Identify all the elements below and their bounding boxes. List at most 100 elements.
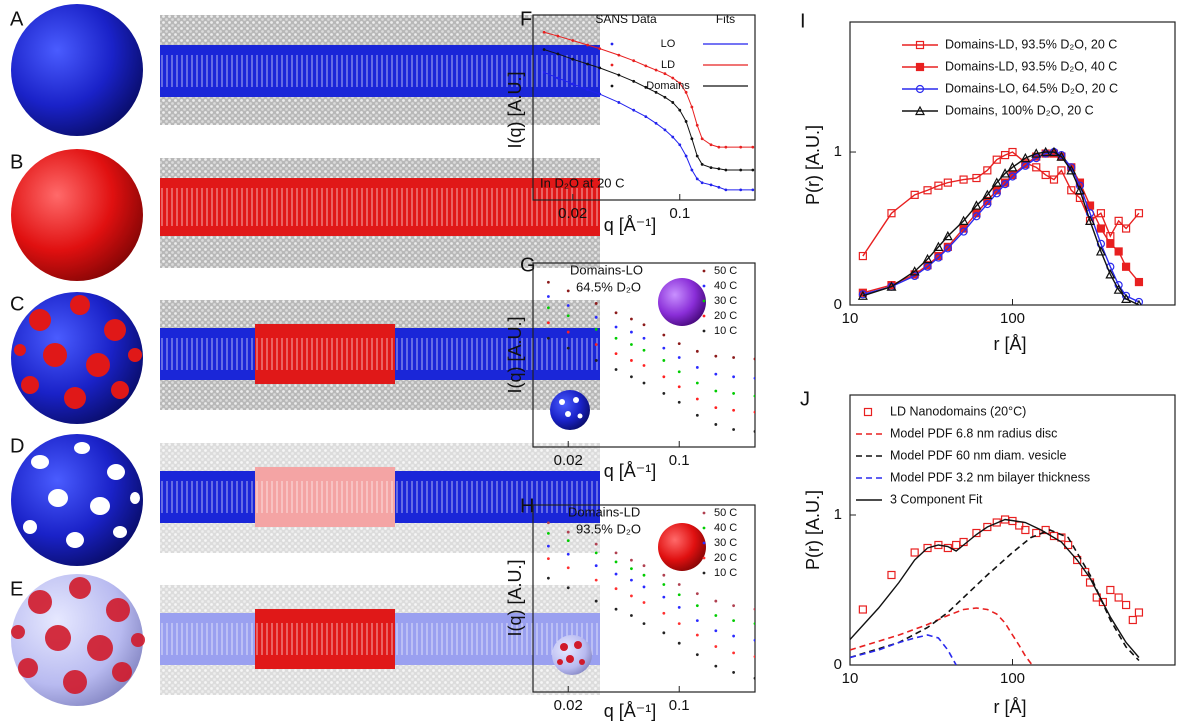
data-line: [862, 151, 1140, 303]
legend-swatch: [702, 284, 706, 288]
data-point: [751, 145, 755, 149]
legend-label: 50 C: [714, 507, 737, 519]
legend-swatch: [702, 511, 706, 515]
data-point: [630, 567, 633, 571]
plot-data: [542, 30, 755, 192]
data-point: [1134, 277, 1144, 287]
data-point: [594, 343, 598, 346]
annotation: 64.5% D₂O: [576, 279, 641, 294]
legend-swatch: [915, 40, 925, 50]
data-point: [571, 82, 575, 86]
data-point: [1031, 148, 1042, 158]
legend-label: 30 C: [714, 537, 737, 549]
data-point: [684, 120, 688, 123]
data-point: [614, 572, 618, 576]
y-axis-label: I(q) [A.U.]: [505, 71, 525, 148]
data-point: [714, 645, 718, 648]
data-point: [614, 587, 618, 591]
data-point: [630, 359, 633, 362]
data-point: [922, 253, 933, 264]
panel-label: C: [10, 293, 24, 315]
data-point: [566, 346, 570, 350]
x-tick-label: 0.02: [554, 452, 583, 469]
data-point: [858, 251, 867, 261]
data-point: [663, 95, 667, 99]
legend-label: Domains-LD, 93.5% D₂O, 20 C: [945, 37, 1117, 51]
data-point: [983, 166, 992, 175]
data-point: [714, 354, 718, 358]
data-point: [732, 356, 736, 359]
data-point: [732, 392, 736, 395]
plot-data: [850, 515, 1144, 665]
data-point: [677, 385, 681, 389]
data-point: [753, 394, 755, 398]
data-point: [751, 188, 755, 192]
x-tick-label: 0.02: [554, 697, 583, 714]
data-point: [614, 336, 618, 340]
data-point: [732, 428, 736, 431]
legend-swatch: [915, 105, 925, 116]
data-point: [695, 397, 699, 401]
data-point: [739, 145, 743, 149]
data-point: [943, 244, 952, 253]
data-point: [1032, 154, 1041, 163]
data-point: [594, 315, 598, 319]
data-point: [992, 518, 1001, 527]
data-point: [724, 188, 728, 192]
data-point: [644, 115, 648, 119]
panel-label: G: [520, 254, 536, 276]
bilayers: [160, 15, 600, 695]
data-point: [1048, 146, 1059, 157]
data-point: [1032, 163, 1041, 172]
data-point: [1121, 224, 1131, 233]
data-point: [690, 137, 694, 141]
data-point: [958, 215, 969, 225]
data-point: [1074, 184, 1085, 195]
data-point: [714, 614, 718, 617]
data-point: [594, 542, 598, 546]
data-point: [971, 200, 982, 210]
data-point: [700, 137, 704, 141]
data-point: [739, 188, 743, 192]
legend-label: LD Nanodomains (20°C): [890, 404, 1026, 418]
data-point: [1007, 162, 1018, 172]
data-point: [684, 90, 688, 94]
data-point: [858, 605, 867, 614]
data-point: [934, 181, 943, 190]
legend-label: LD: [661, 59, 675, 71]
legend-label: 10 C: [714, 325, 737, 337]
data-point: [1049, 175, 1059, 184]
data-point: [700, 163, 704, 166]
data-line: [850, 529, 1140, 662]
data-point: [983, 522, 992, 532]
data-point: [677, 641, 681, 645]
data-point: [724, 145, 728, 149]
legend-label: 50 C: [714, 265, 737, 277]
data-point: [566, 330, 570, 334]
data-point: [632, 79, 636, 83]
data-point: [662, 611, 666, 615]
data-point: [1121, 600, 1131, 610]
data-point: [1075, 193, 1085, 203]
data-point: [630, 330, 633, 334]
data-point: [695, 381, 699, 385]
data-point: [714, 423, 718, 426]
data-point: [753, 676, 755, 680]
data-point: [695, 154, 699, 158]
data-point: [717, 145, 721, 149]
data-point: [546, 336, 550, 340]
data-point: [709, 143, 713, 147]
data-point: [617, 101, 621, 104]
panel-label: F: [520, 8, 532, 30]
data-point: [714, 629, 718, 633]
data-point: [642, 601, 646, 604]
panel-label: H: [520, 495, 534, 517]
annotation: Domains-LD: [568, 504, 640, 519]
y-tick-label: 0: [834, 296, 842, 313]
data-point: [642, 573, 646, 577]
data-point: [546, 521, 550, 525]
data-point: [642, 364, 646, 367]
data-point: [642, 564, 646, 568]
legend-label: 30 C: [714, 295, 737, 307]
legend-swatch: [863, 407, 873, 417]
